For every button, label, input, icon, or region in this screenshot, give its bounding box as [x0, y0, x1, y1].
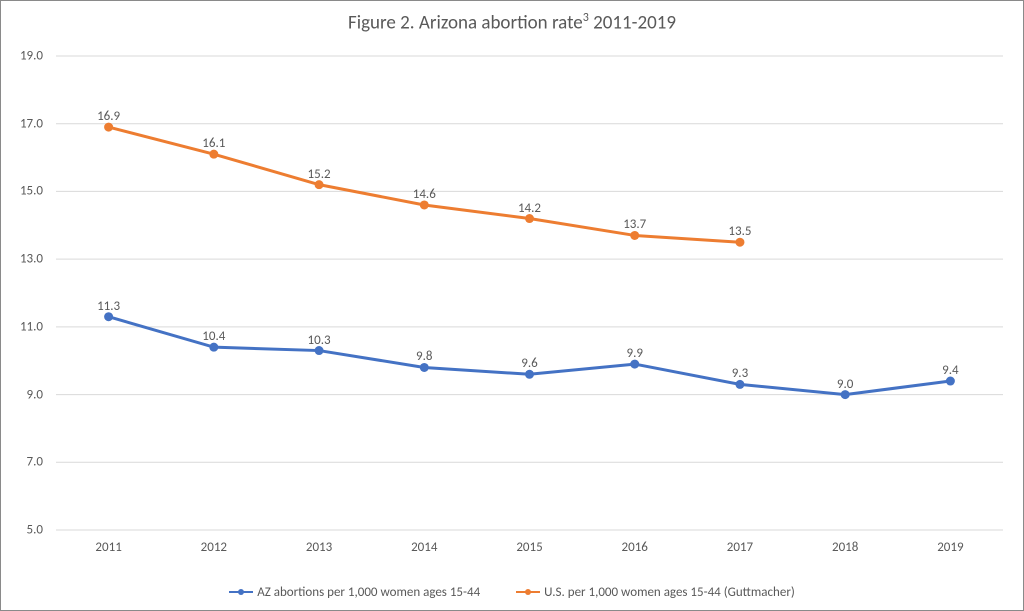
x-tick-label: 2015 [516, 540, 542, 555]
chart-title: Figure 2. Arizona abortion rate3 2011-20… [1, 11, 1023, 34]
data-marker [104, 312, 113, 321]
y-tick-label: 5.0 [27, 523, 43, 538]
data-marker [735, 380, 744, 389]
data-marker [525, 214, 534, 223]
x-tick-label: 2012 [201, 540, 227, 555]
y-tick-label: 9.0 [27, 387, 43, 402]
y-tick-label: 15.0 [20, 184, 43, 199]
data-marker [946, 377, 955, 386]
x-tick-label: 2011 [95, 540, 121, 555]
data-marker [420, 200, 429, 209]
x-axis-labels: 2011 2012 2013 2014 2015 2016 2017 2018 2019 [56, 540, 1003, 560]
y-tick-label: 19.0 [20, 49, 43, 64]
legend-item: AZ abortions per 1,000 women ages 15-44 [229, 585, 480, 600]
y-tick-label: 17.0 [20, 116, 43, 131]
series-line [109, 127, 740, 242]
data-marker [841, 390, 850, 399]
data-marker [315, 180, 324, 189]
chart-title-prefix: Figure 2. Arizona abortion rate [348, 11, 583, 34]
legend-label: U.S. per 1,000 women ages 15-44 (Guttmac… [544, 585, 795, 600]
y-tick-label: 11.0 [20, 319, 43, 334]
plot-area: 11.310.410.39.89.69.99.39.09.416.916.115… [56, 56, 1003, 530]
data-marker [104, 123, 113, 132]
data-marker [420, 363, 429, 372]
legend-label: AZ abortions per 1,000 women ages 15-44 [257, 585, 480, 600]
data-marker [209, 343, 218, 352]
x-tick-label: 2016 [622, 540, 648, 555]
legend-swatch [516, 586, 540, 598]
y-tick-label: 13.0 [20, 252, 43, 267]
legend: AZ abortions per 1,000 women ages 15-44 U… [1, 585, 1023, 603]
data-marker [735, 238, 744, 247]
data-marker [630, 360, 639, 369]
chart-title-suffix: 2011-2019 [589, 11, 676, 34]
series-line [109, 317, 951, 395]
plot-svg [56, 56, 1003, 530]
y-axis-labels: 5.07.09.011.013.015.017.019.0 [1, 56, 49, 530]
legend-item: U.S. per 1,000 women ages 15-44 (Guttmac… [516, 585, 795, 600]
data-marker [525, 370, 534, 379]
x-tick-label: 2018 [832, 540, 858, 555]
x-tick-label: 2019 [937, 540, 963, 555]
data-marker [209, 150, 218, 159]
data-marker [315, 346, 324, 355]
data-marker [630, 231, 639, 240]
legend-swatch [229, 586, 253, 598]
x-tick-label: 2013 [306, 540, 332, 555]
chart-frame: Figure 2. Arizona abortion rate3 2011-20… [0, 0, 1024, 611]
y-tick-label: 7.0 [27, 455, 43, 470]
x-tick-label: 2017 [727, 540, 753, 555]
x-tick-label: 2014 [411, 540, 437, 555]
